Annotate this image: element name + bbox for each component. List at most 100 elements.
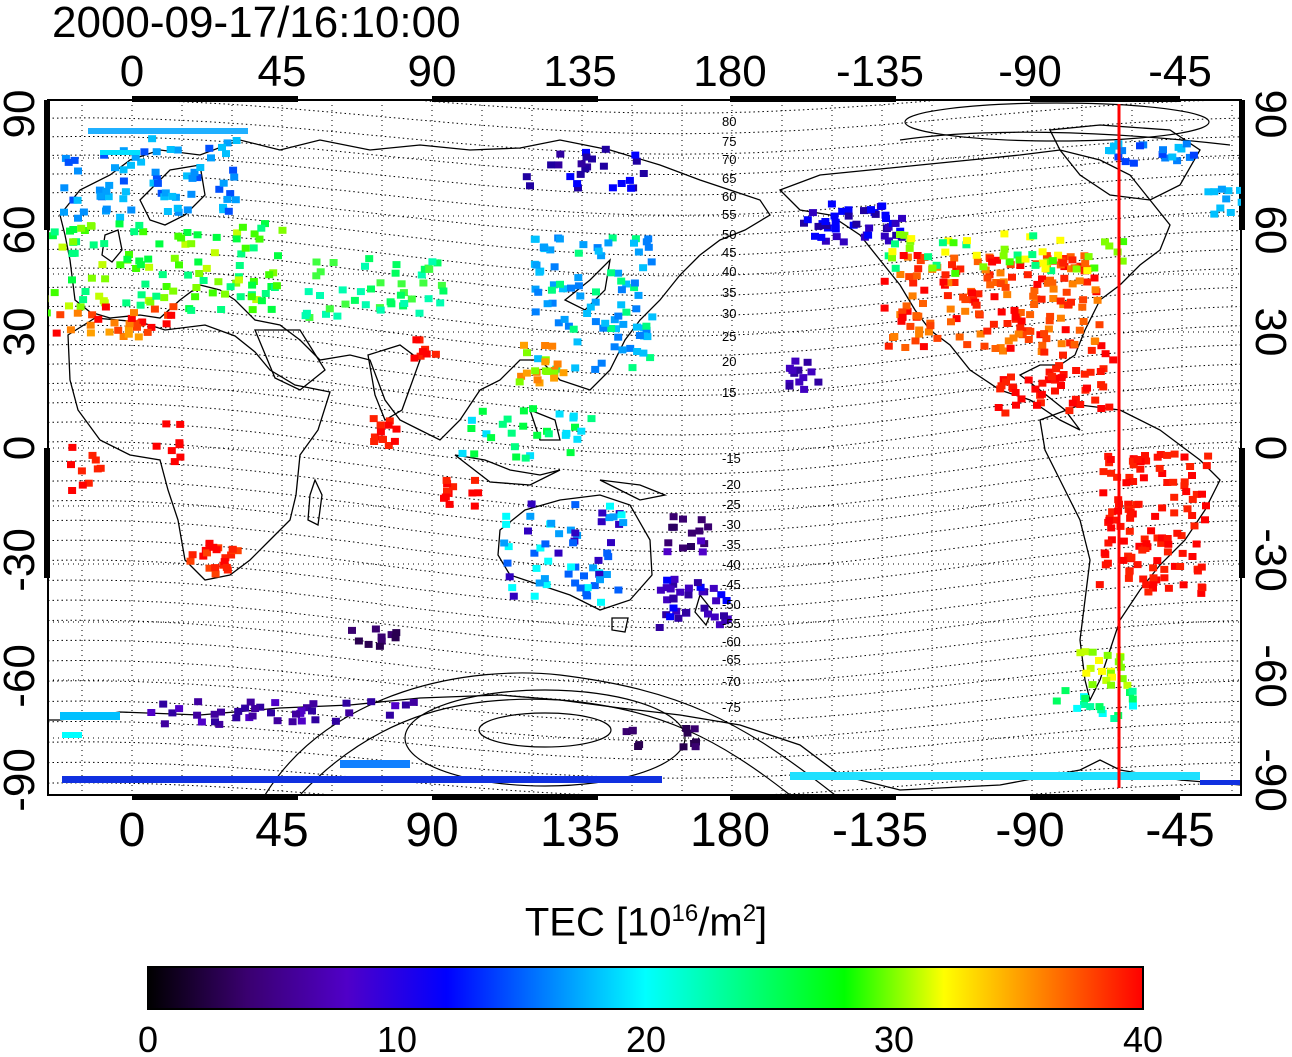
tec-point (608, 184, 617, 192)
tec-point (341, 300, 350, 308)
tec-point (125, 320, 134, 328)
tec-point (333, 312, 342, 320)
tec-point (445, 500, 454, 508)
tec-point (679, 743, 688, 751)
tec-point (174, 208, 183, 216)
tec-point (520, 341, 528, 349)
tec-point (152, 442, 161, 450)
tec-point (205, 539, 214, 547)
tec-point (510, 443, 519, 451)
tec-point (140, 148, 149, 156)
tec-point (860, 207, 868, 215)
tec-point (839, 238, 848, 246)
tec-point (1030, 301, 1039, 308)
tec-point (375, 642, 384, 650)
tec-point (1160, 565, 1169, 573)
tec-point (233, 547, 242, 555)
tec-point (1083, 267, 1092, 275)
tec-point (136, 261, 145, 269)
tec-point (1119, 537, 1128, 545)
tec-point (547, 519, 556, 527)
tec-point (417, 271, 426, 279)
tec-point (209, 543, 218, 551)
tec-point (997, 308, 1006, 316)
tec-point (571, 423, 579, 431)
tec-point (1153, 534, 1162, 542)
tec-point (663, 548, 672, 556)
tec-point (391, 634, 400, 642)
tec-point (601, 319, 610, 327)
tec-point (87, 274, 96, 282)
tec-point (1161, 154, 1170, 162)
tec-point (1163, 535, 1172, 542)
tec-point (186, 557, 195, 565)
tec-point (1126, 508, 1135, 516)
tec-point (1108, 508, 1117, 516)
tec-point (150, 305, 159, 313)
tec-point (581, 165, 590, 173)
tec-point (524, 527, 532, 535)
tec-point (425, 265, 434, 273)
tec-point (1037, 295, 1046, 303)
tec-point (933, 334, 942, 342)
tec-point (896, 271, 905, 278)
tec-point (271, 699, 280, 707)
bottom-lon-tick: 45 (255, 804, 308, 857)
mag-lat-label: -70 (722, 674, 741, 689)
tec-point (1059, 301, 1068, 309)
tec-point (48, 295, 49, 303)
tec-point (519, 407, 528, 415)
tec-point (946, 305, 955, 313)
tec-point (1080, 252, 1089, 260)
tec-point (669, 513, 678, 521)
tec-point (1107, 681, 1115, 689)
tec-point (1226, 209, 1235, 216)
tec-point (632, 305, 641, 313)
mag-lat-label: -35 (722, 537, 741, 552)
tec-point (1236, 186, 1241, 194)
tec-point (50, 289, 59, 297)
tec-point (1139, 575, 1148, 583)
tec-point (183, 206, 192, 214)
tec-point (1055, 374, 1064, 382)
tec-point (531, 367, 540, 375)
tec-point (193, 174, 202, 182)
tec-point (867, 206, 875, 214)
tec-point (698, 588, 707, 596)
tec-point (794, 366, 803, 374)
tec-point (221, 554, 230, 562)
tec-point (560, 315, 569, 323)
tec-point (573, 180, 582, 188)
tec-point (311, 716, 320, 724)
tec-point (554, 549, 563, 557)
tec-point (515, 378, 524, 386)
tec-point (364, 640, 373, 648)
tec-point (214, 278, 223, 286)
tec-point (795, 378, 804, 386)
tec-point (116, 213, 125, 221)
tec-point (437, 281, 446, 289)
tec-point (131, 320, 140, 328)
tec-point (541, 358, 550, 366)
tec-point (1106, 456, 1115, 463)
tec-point (963, 341, 972, 349)
tec-point (224, 207, 233, 215)
tec-point (190, 168, 199, 176)
tec-point (170, 458, 179, 466)
tec-point (132, 265, 141, 272)
tec-point (586, 303, 595, 311)
tec-point (127, 206, 136, 214)
tec-point (884, 223, 893, 231)
tec-point (1176, 563, 1185, 570)
tec-point (187, 306, 196, 314)
tec-point (226, 190, 235, 198)
tec-point (1065, 407, 1074, 415)
tec-point (891, 240, 899, 248)
tec-point (1140, 535, 1149, 543)
tec-point (151, 168, 160, 176)
tec-point (612, 325, 620, 333)
tec-point (591, 298, 600, 306)
tec-point (391, 702, 400, 710)
mag-lat-label: -65 (722, 652, 741, 667)
tec-point (1017, 395, 1026, 403)
